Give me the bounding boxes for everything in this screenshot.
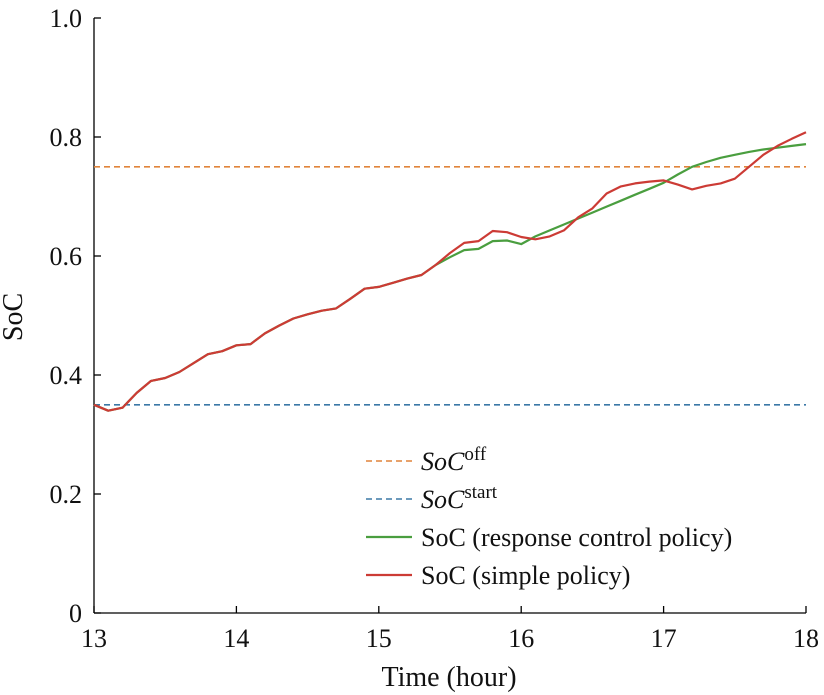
series-layer — [93, 131, 807, 412]
y-tick-label: 0.6 — [50, 242, 83, 271]
y-tick-label: 0 — [69, 599, 82, 628]
legend-item: SoC (simple policy) — [366, 561, 630, 590]
y-tick-label: 0.2 — [50, 480, 83, 509]
y-tick-label: 0.4 — [50, 361, 83, 390]
x-axis-label: Time (hour) — [381, 662, 516, 693]
legend-label: SoC (simple policy) — [421, 561, 630, 590]
legend-item: SoCstart — [366, 482, 498, 514]
x-tick-label: 17 — [651, 624, 677, 653]
x-tick-label: 18 — [793, 624, 819, 653]
legend-item: SoC (response control policy) — [366, 523, 732, 552]
x-tick-label: 14 — [223, 624, 249, 653]
y-tick-label: 1.0 — [50, 4, 83, 33]
x-tick-label: 15 — [366, 624, 392, 653]
x-tick-label: 13 — [81, 624, 107, 653]
legend: SoCoff SoCstart SoC (response control poli… — [366, 444, 732, 590]
series-line-0 — [93, 143, 807, 412]
y-tick-label: 0.8 — [50, 123, 83, 152]
x-tick-label: 16 — [508, 624, 534, 653]
series-line-1 — [93, 131, 807, 412]
legend-label: SoCstart — [421, 482, 498, 514]
legend-label: SoC (response control policy) — [421, 523, 732, 552]
legend-label: SoCoff — [421, 444, 487, 476]
axes: 13 14 15 16 17 18 0 0.2 0.4 0.6 0.8 1.0 — [50, 4, 820, 653]
legend-item: SoCoff — [366, 444, 487, 476]
y-axis-label: SoC — [0, 293, 29, 341]
